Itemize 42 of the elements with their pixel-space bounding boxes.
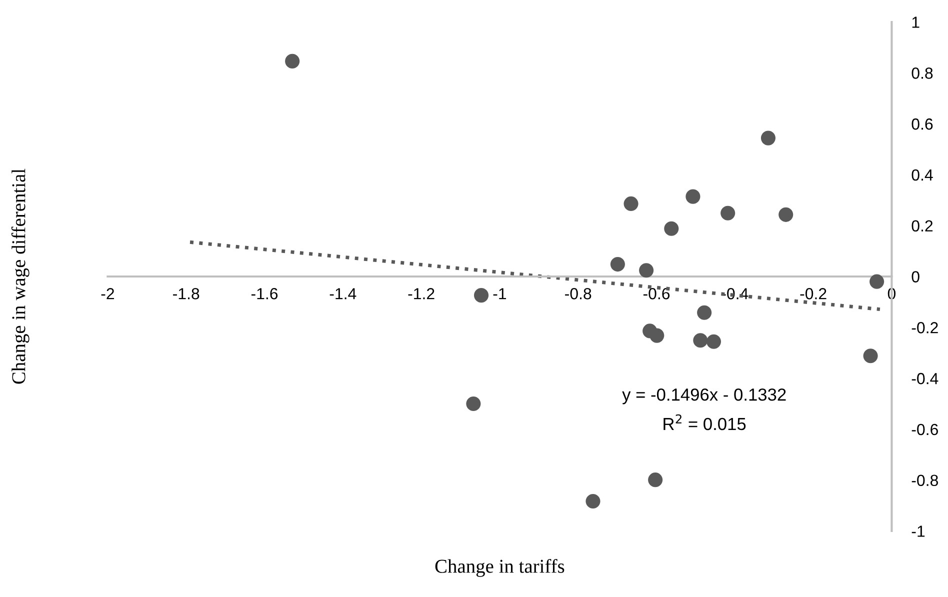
point (664, 221, 679, 236)
y-tick-label: 0.2 (912, 220, 933, 232)
point (586, 494, 600, 509)
point (285, 54, 300, 68)
y-tick-label: -0.6 (912, 424, 938, 436)
y-tick-label: 0.8 (912, 68, 933, 79)
y-tick-label: -0.8 (912, 474, 938, 486)
point (863, 348, 878, 364)
x-tick-label: -1.6 (251, 288, 278, 300)
point (778, 207, 794, 222)
y-tick-label: 0.4 (912, 169, 933, 181)
x-axis-title: Change in tariffs (435, 558, 564, 577)
point (624, 196, 638, 211)
y-axis-title: Change in wage differential (11, 168, 30, 384)
x-tick-label: -1 (493, 288, 506, 300)
x-tick-label: -2 (101, 288, 114, 300)
x-tick-label: -1.8 (173, 288, 200, 300)
point (760, 130, 776, 146)
y-tick-label: 0 (912, 271, 920, 282)
x-tick-label: -0.8 (565, 288, 592, 300)
point (610, 257, 625, 272)
y-tick-label: -0.4 (912, 372, 938, 384)
point (466, 396, 481, 412)
y-tick-label: 1 (912, 16, 920, 28)
point (720, 206, 736, 220)
point (686, 189, 700, 204)
point (650, 328, 664, 343)
point (648, 472, 663, 488)
point (639, 263, 654, 278)
y-tick-label: -0.2 (912, 322, 938, 334)
y-tick-label: 0.6 (912, 118, 933, 130)
annotation: R$^{2}$ = 0.015 (664, 414, 746, 430)
point (474, 288, 489, 303)
x-tick-label: -1.4 (330, 288, 356, 300)
x-tick-label: -1.2 (408, 288, 434, 300)
x-tick-label: -0.2 (800, 288, 826, 300)
point (870, 274, 884, 289)
y-tick-label: -1 (912, 526, 925, 537)
point (693, 333, 708, 348)
annotation: y = -0.1496x - 0.1332 (622, 388, 786, 404)
point (706, 334, 722, 349)
point (697, 305, 712, 320)
